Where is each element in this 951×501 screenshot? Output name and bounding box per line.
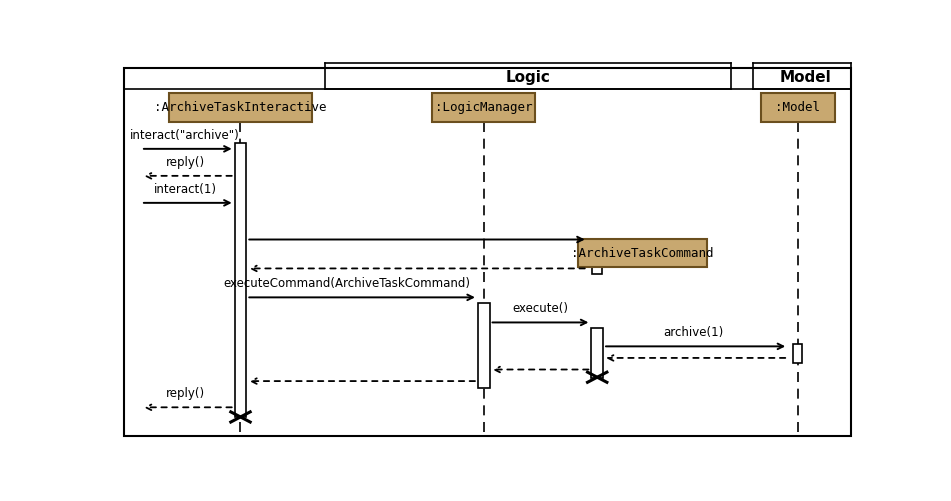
Bar: [592, 265, 602, 274]
Text: interact(1): interact(1): [154, 183, 217, 196]
Bar: [761, 93, 835, 122]
Text: Logic: Logic: [506, 70, 551, 85]
Text: :Model: :Model: [775, 101, 820, 114]
Text: Model: Model: [779, 70, 831, 85]
Bar: [577, 238, 707, 268]
Bar: [592, 328, 603, 378]
Text: reply(): reply(): [165, 387, 204, 400]
Text: interact("archive"): interact("archive"): [130, 129, 240, 142]
Bar: [168, 93, 312, 122]
Text: execute(): execute(): [513, 303, 569, 316]
Text: reply(): reply(): [165, 156, 204, 169]
Text: :ArchiveTaskCommand: :ArchiveTaskCommand: [571, 246, 713, 260]
Text: executeCommand(ArchiveTaskCommand): executeCommand(ArchiveTaskCommand): [223, 278, 471, 291]
Text: archive(1): archive(1): [664, 327, 724, 339]
Bar: [235, 143, 246, 417]
Bar: [477, 303, 490, 388]
Bar: [432, 93, 535, 122]
Text: :LogicManager: :LogicManager: [435, 101, 533, 114]
Text: :ArchiveTaskInteractive: :ArchiveTaskInteractive: [154, 101, 327, 114]
Bar: [793, 344, 803, 363]
